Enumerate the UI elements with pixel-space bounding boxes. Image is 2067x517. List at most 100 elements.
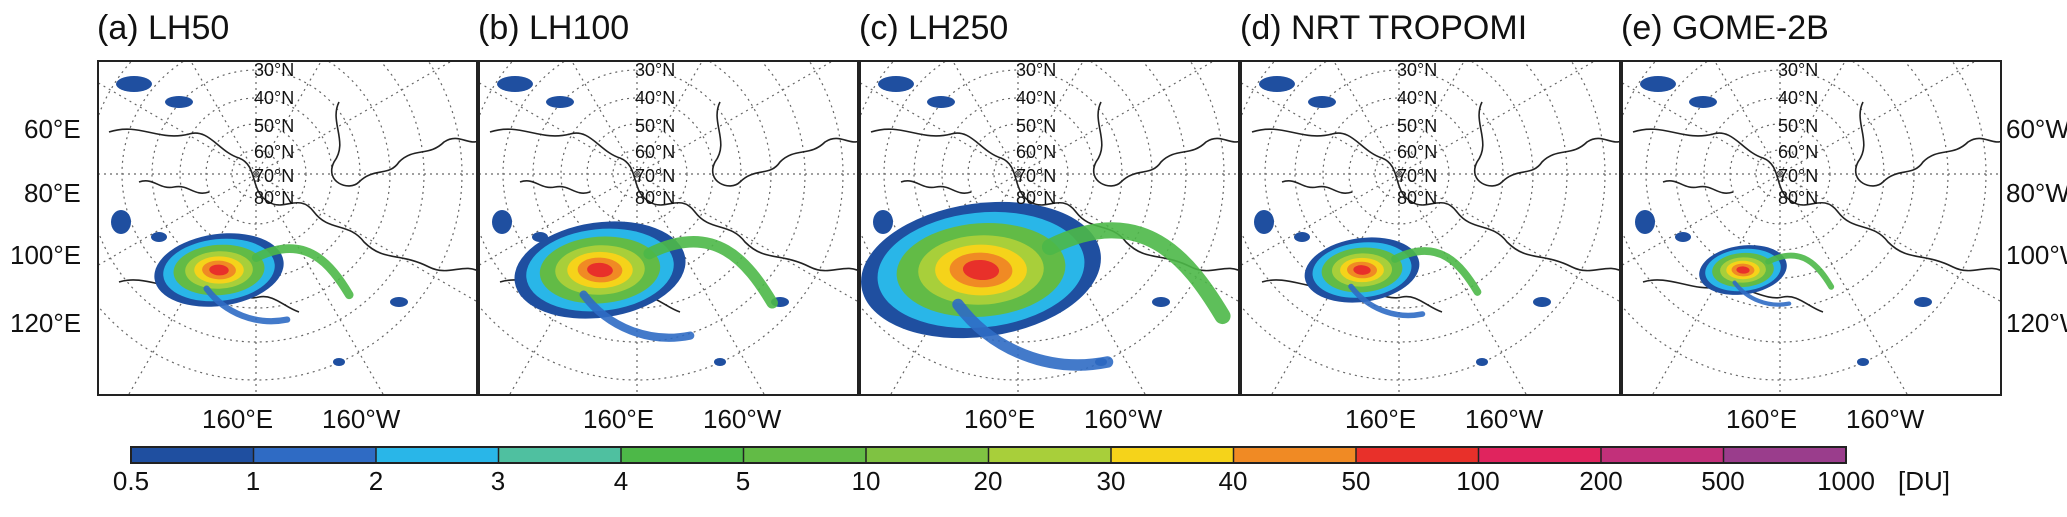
- so2-plume-tail: [1391, 247, 1482, 296]
- lon-label-bottom: 160°W: [322, 404, 401, 434]
- colorbar-segment: [1111, 447, 1234, 463]
- lon-label-left: 80°E: [24, 178, 81, 208]
- meridian-line: [636, 173, 857, 302]
- lat-label: 50°N: [254, 116, 295, 136]
- aerosol-patch: [927, 96, 955, 108]
- aerosol-patch: [1476, 358, 1488, 366]
- lon-label-bottom: 160°E: [964, 404, 1036, 434]
- lon-label-bottom: 160°W: [1465, 404, 1544, 434]
- meridian-line: [128, 173, 257, 394]
- meridian-line: [255, 173, 476, 302]
- lat-label: 60°N: [1016, 142, 1057, 162]
- lat-label: 60°N: [635, 142, 676, 162]
- lon-label-left: 120°E: [10, 308, 82, 338]
- colorbar-segment: [1233, 447, 1356, 463]
- colorbar-tick-label: 200: [1579, 466, 1623, 496]
- coastline: [330, 101, 476, 187]
- panel-title-e: (e) GOME-2B: [1621, 9, 1829, 47]
- lat-label: 40°N: [1016, 88, 1057, 108]
- colorbar-tick-label: 4: [613, 466, 629, 496]
- aerosol-patch: [1857, 358, 1869, 366]
- so2-plume-tail: [203, 285, 291, 325]
- meridian-line: [636, 62, 833, 175]
- lat-label: 50°N: [1016, 116, 1057, 136]
- aerosol-patch: [165, 96, 193, 108]
- colorbar-segment: [131, 447, 254, 463]
- lat-label: 50°N: [1397, 116, 1438, 136]
- lat-label: 80°N: [635, 188, 676, 208]
- so2-plume-tail: [1348, 283, 1426, 319]
- lat-label: 40°N: [635, 88, 676, 108]
- so2-plume-layer: [1353, 265, 1371, 275]
- colorbar-segment: [743, 447, 866, 463]
- coastline: [1854, 101, 2000, 187]
- colorbar-segment: [1723, 447, 1846, 463]
- colorbar-segment: [376, 447, 499, 463]
- lon-label-left: 60°E: [24, 114, 81, 144]
- lat-label: 40°N: [1778, 88, 1819, 108]
- meridian-line: [636, 173, 765, 394]
- colorbar-segment: [1356, 447, 1479, 463]
- map-panel-b: [478, 60, 859, 396]
- colorbar-segment: [866, 447, 989, 463]
- aerosol-patch: [1675, 232, 1691, 242]
- meridian-line: [1652, 173, 1781, 394]
- colorbar-tick-label: 100: [1456, 466, 1500, 496]
- colorbar-tick-label: 500: [1701, 466, 1745, 496]
- lon-label-bottom: 160°W: [1846, 404, 1925, 434]
- colorbar-tick-label: 2: [368, 466, 384, 496]
- coastline: [108, 128, 476, 272]
- colorbar-tick-label: 0.5: [112, 466, 150, 496]
- aerosol-patch: [1640, 76, 1676, 92]
- colorbar-tick-label: 50: [1341, 466, 1371, 496]
- colorbar-segment: [253, 447, 376, 463]
- panel-title-b: (b) LH100: [478, 9, 630, 47]
- coastline: [1281, 180, 1353, 194]
- coastline: [1251, 128, 1619, 272]
- aerosol-patch: [546, 96, 574, 108]
- lon-label-right: 100°W: [2006, 240, 2067, 270]
- meridian-line: [1779, 173, 1908, 394]
- lat-label: 70°N: [635, 166, 676, 186]
- meridian-line: [1398, 173, 1527, 394]
- coastline: [489, 128, 857, 272]
- map-panel-a: [97, 60, 478, 396]
- aerosol-patch: [873, 210, 893, 234]
- meridian-line: [255, 173, 384, 394]
- aerosol-patch: [1152, 297, 1170, 307]
- lon-label-bottom: 160°E: [1726, 404, 1798, 434]
- meridian-line: [255, 62, 452, 175]
- panel-title-a: (a) LH50: [97, 9, 230, 47]
- lat-label: 30°N: [1778, 60, 1819, 80]
- coastline: [519, 180, 591, 194]
- lat-label: 50°N: [1778, 116, 1819, 136]
- colorbar-tick-label: 40: [1218, 466, 1248, 496]
- aerosol-patch: [1308, 96, 1336, 108]
- meridian-line: [890, 173, 1019, 394]
- meridian-line: [1017, 173, 1146, 394]
- aerosol-patch: [1533, 297, 1551, 307]
- colorbar-segment: [1601, 447, 1724, 463]
- so2-plume-layer: [1736, 266, 1750, 274]
- lat-label: 70°N: [1778, 166, 1819, 186]
- colorbar-tick-label: 1000: [1817, 466, 1875, 496]
- so2-plume-tail: [952, 298, 1114, 371]
- panel-title-c: (c) LH250: [859, 9, 1009, 47]
- aerosol-patch: [1689, 96, 1717, 108]
- map-canvas-e: [1623, 62, 2000, 394]
- map-panel-c: [859, 60, 1240, 396]
- aerosol-patch: [714, 358, 726, 366]
- lat-label: 30°N: [254, 60, 295, 80]
- colorbar-segment: [621, 447, 744, 463]
- coastline: [900, 180, 972, 194]
- lon-label-right: 120°W: [2006, 308, 2067, 338]
- coastline: [1662, 180, 1734, 194]
- lat-label: 80°N: [1016, 188, 1057, 208]
- lat-label: 50°N: [635, 116, 676, 136]
- colorbar-tick-label: 20: [973, 466, 1003, 496]
- lat-label: 60°N: [1778, 142, 1819, 162]
- colorbar-segment: [498, 447, 621, 463]
- aerosol-patch: [151, 232, 167, 242]
- colorbar-tick-label: 5: [735, 466, 751, 496]
- map-canvas-c: [861, 62, 1238, 394]
